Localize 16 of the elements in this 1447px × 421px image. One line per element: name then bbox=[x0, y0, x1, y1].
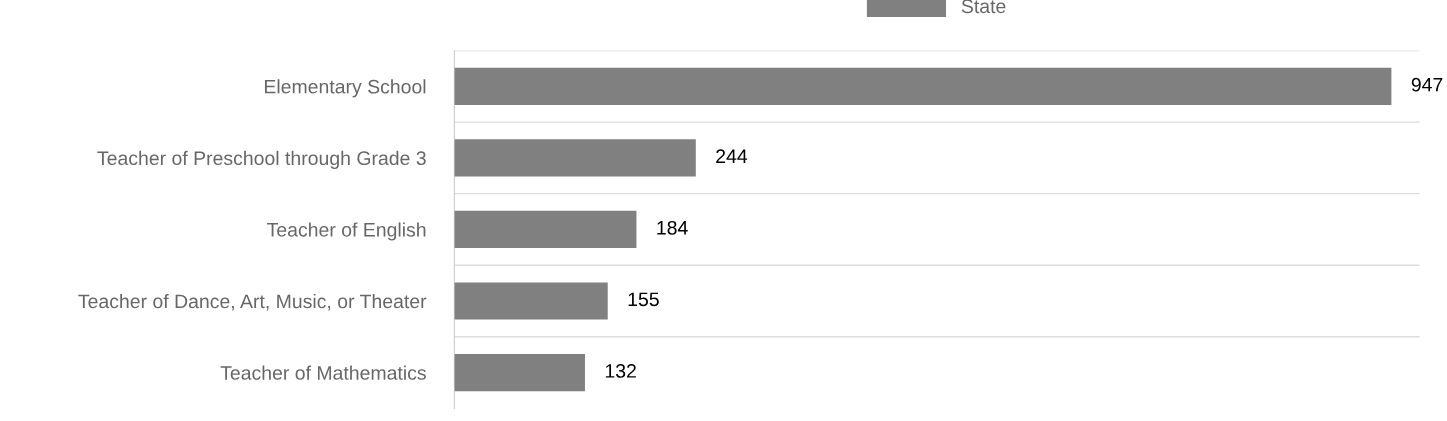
y-tick-label: Elementary School bbox=[264, 79, 426, 98]
bar bbox=[454, 210, 637, 249]
data-label: 132 bbox=[605, 364, 636, 378]
data-label: 184 bbox=[657, 220, 688, 235]
y-tick-label: Teacher of Preschool through Grade 3 bbox=[97, 150, 426, 169]
y-tick-label: Teacher of English bbox=[267, 222, 426, 241]
bar bbox=[454, 139, 696, 177]
bar bbox=[454, 353, 585, 392]
legend-label: State bbox=[961, 0, 1006, 14]
data-label: 947 bbox=[1411, 77, 1443, 92]
bar bbox=[454, 67, 1392, 105]
y-tick-label: Teacher of Dance, Art, Music, or Theater bbox=[78, 293, 427, 311]
data-label: 155 bbox=[628, 292, 659, 307]
y-tick-label: Teacher of Mathematics bbox=[220, 365, 426, 380]
bar bbox=[454, 282, 608, 320]
data-label: 244 bbox=[716, 149, 748, 163]
